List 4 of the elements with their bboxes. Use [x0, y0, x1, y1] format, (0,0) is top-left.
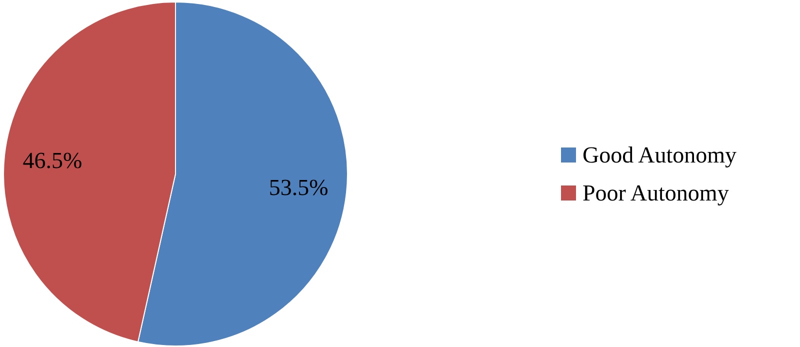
- legend-label: Good Autonomy: [582, 142, 737, 168]
- data-label: 53.5%: [268, 175, 328, 200]
- data-label: 46.5%: [22, 148, 82, 173]
- legend-label: Poor Autonomy: [582, 180, 730, 206]
